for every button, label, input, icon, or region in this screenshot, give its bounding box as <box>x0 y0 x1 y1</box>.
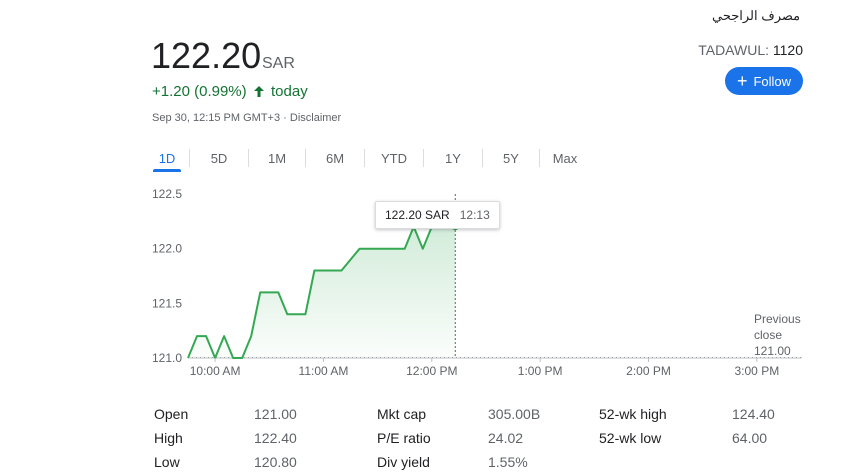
x-tick-label: 10:00 AM <box>190 364 241 378</box>
price-chart[interactable]: 122.5 122.0 121.5 121.0 10:00 AM 11:00 AM 12:… <box>140 182 810 382</box>
stat-label: High <box>154 430 183 446</box>
stat-label: Mkt cap <box>377 406 427 422</box>
exchange-label: TADAWUL: <box>698 42 769 58</box>
stat-label: Open <box>154 406 189 422</box>
tab-6m[interactable]: 6M <box>325 150 345 166</box>
tab-5y[interactable]: 5Y <box>503 150 519 166</box>
price-change: +1.20 (0.99%) today <box>152 83 308 100</box>
x-tick-label: 12:00 PM <box>406 364 457 378</box>
stat-label: Low <box>154 454 180 470</box>
stat-value: 120.80 <box>254 454 297 470</box>
tab-ytd[interactable]: YTD <box>381 150 407 166</box>
ticker-symbol: 1120 <box>772 42 803 58</box>
x-tick-label: 3:00 PM <box>735 364 780 378</box>
price-area <box>188 226 456 358</box>
stat-label: 52-wk low <box>599 430 662 446</box>
plus-icon: + <box>736 71 748 91</box>
stock-price: 122.20 <box>151 35 262 76</box>
tab-separator <box>482 149 483 167</box>
stat-label: 52-wk high <box>599 406 667 422</box>
previous-close-label: Previous close 121.00 <box>754 311 801 359</box>
tab-separator <box>364 149 365 167</box>
change-period: today <box>271 83 308 100</box>
stat-value: 124.40 <box>732 406 775 422</box>
company-name: مصرف الراجحي <box>712 8 801 23</box>
tooltip-price: 122.20 SAR <box>385 208 450 222</box>
previous-close-line2: close <box>754 328 783 342</box>
price-tooltip: 122.20 SAR 12:13 <box>375 201 500 229</box>
stat-label: P/E ratio <box>377 430 431 446</box>
exchange-ticker: TADAWUL: 1120 <box>698 42 803 58</box>
x-tick-label: 2:00 PM <box>626 364 671 378</box>
tab-separator <box>189 149 190 167</box>
y-tick-label: 122.0 <box>152 242 182 256</box>
tab-1m[interactable]: 1M <box>267 150 287 166</box>
arrow-up-icon <box>253 86 264 97</box>
tab-5d[interactable]: 5D <box>210 150 228 166</box>
range-tabs: 1D 5D 1M 6M YTD 1Y 5Y Max <box>145 146 590 172</box>
tooltip-time: 12:13 <box>459 208 490 222</box>
tab-1y[interactable]: 1Y <box>445 150 461 166</box>
follow-button[interactable]: + Follow <box>725 67 803 95</box>
currency-label: SAR <box>262 55 295 72</box>
previous-close-value: 121.00 <box>754 344 791 358</box>
stat-value: 122.40 <box>254 430 297 446</box>
x-tick-label: 11:00 AM <box>299 364 349 378</box>
stat-value: 121.00 <box>254 406 297 422</box>
previous-close-line1: Previous <box>754 312 801 326</box>
tab-separator <box>539 149 540 167</box>
tab-separator <box>305 149 306 167</box>
stat-value: 64.00 <box>732 430 768 446</box>
tab-max[interactable]: Max <box>552 150 578 166</box>
stat-value: 24.02 <box>488 430 524 446</box>
stat-value: 305.00B <box>488 406 541 422</box>
stat-label: Div yield <box>377 454 430 470</box>
tab-1d[interactable]: 1D <box>145 146 189 172</box>
tab-separator <box>248 149 249 167</box>
y-tick-label: 121.0 <box>152 351 182 365</box>
quote-timestamp: Sep 30, 12:15 PM GMT+3 · Disclaimer <box>152 112 342 124</box>
tab-separator <box>423 149 424 167</box>
y-tick-label: 121.5 <box>152 296 182 310</box>
follow-label: Follow <box>753 73 792 89</box>
change-value: +1.20 (0.99%) <box>152 83 247 100</box>
x-tick-label: 1:00 PM <box>518 364 563 378</box>
stat-value: 1.55% <box>488 454 528 470</box>
y-tick-label: 122.5 <box>152 187 182 201</box>
